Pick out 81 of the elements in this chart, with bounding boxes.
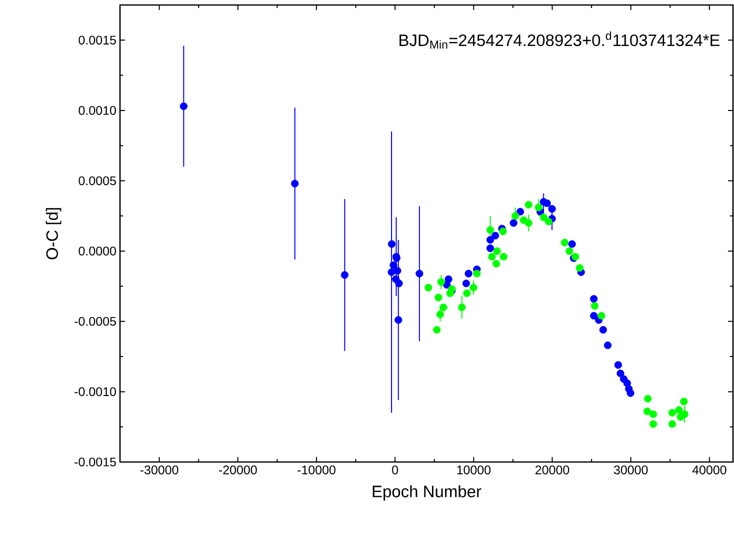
y-tick-label: 0.0005 bbox=[78, 176, 116, 186]
point bbox=[493, 247, 501, 255]
point bbox=[440, 304, 448, 312]
point bbox=[486, 226, 494, 234]
point bbox=[590, 295, 598, 303]
point bbox=[437, 278, 445, 286]
x-tick-label: -20000 bbox=[218, 466, 257, 474]
point bbox=[649, 420, 658, 428]
point bbox=[616, 370, 624, 378]
point bbox=[499, 228, 507, 236]
point bbox=[390, 261, 398, 269]
point bbox=[500, 252, 508, 260]
y-tick-label: 0.0015 bbox=[78, 36, 116, 45]
point bbox=[463, 289, 471, 298]
point bbox=[486, 236, 494, 244]
point bbox=[434, 294, 442, 302]
point bbox=[590, 312, 598, 320]
point bbox=[566, 247, 574, 255]
point bbox=[491, 232, 500, 240]
point bbox=[424, 284, 432, 292]
point bbox=[590, 302, 599, 310]
point bbox=[388, 268, 396, 276]
point bbox=[568, 240, 576, 248]
point bbox=[668, 420, 676, 428]
point bbox=[576, 264, 584, 272]
y-axis-title: O-C [d] bbox=[46, 208, 62, 260]
point bbox=[668, 408, 676, 417]
point bbox=[394, 266, 402, 275]
y-tick-label: -0.0015 bbox=[74, 458, 116, 466]
point bbox=[644, 394, 652, 403]
point bbox=[676, 413, 684, 421]
point bbox=[544, 218, 552, 226]
y-tick-label: -0.0010 bbox=[74, 387, 116, 396]
x-tick-label: 10000 bbox=[457, 466, 491, 474]
annotation: BJD$_{Min}$=2454274.208923+0.$^{d}$1103741324*E bbox=[400, 31, 720, 49]
point bbox=[604, 341, 612, 350]
point bbox=[510, 219, 518, 227]
point bbox=[543, 199, 551, 208]
point bbox=[524, 200, 532, 208]
point bbox=[394, 316, 402, 324]
point bbox=[534, 204, 542, 212]
point bbox=[649, 410, 658, 418]
point bbox=[643, 408, 651, 416]
y-tick-label: 0.0000 bbox=[78, 246, 116, 256]
point bbox=[492, 260, 500, 268]
point bbox=[458, 304, 466, 312]
point bbox=[560, 238, 568, 246]
x-tick-label: 30000 bbox=[614, 466, 648, 474]
point bbox=[548, 205, 556, 213]
point bbox=[675, 406, 683, 414]
x-tick-label: 40000 bbox=[692, 466, 726, 474]
point bbox=[680, 398, 688, 406]
point bbox=[540, 214, 548, 222]
y-tick-label: -0.0005 bbox=[74, 316, 116, 326]
point bbox=[436, 310, 444, 318]
point bbox=[416, 270, 424, 278]
x-tick-label: 20000 bbox=[535, 466, 570, 474]
x-axis-title: Epoch Number bbox=[372, 485, 482, 501]
x-tick-label: 0 bbox=[392, 466, 398, 474]
point bbox=[470, 284, 478, 292]
point bbox=[462, 280, 470, 288]
point bbox=[432, 326, 441, 334]
point bbox=[625, 385, 633, 393]
point bbox=[614, 361, 622, 369]
point bbox=[488, 252, 496, 260]
point bbox=[464, 270, 472, 278]
point bbox=[473, 270, 481, 278]
x-tick-label: -10000 bbox=[298, 466, 336, 474]
point bbox=[180, 102, 188, 110]
point bbox=[340, 271, 348, 279]
point bbox=[599, 326, 607, 334]
point bbox=[486, 244, 494, 252]
point bbox=[395, 280, 403, 288]
point bbox=[524, 219, 532, 227]
point bbox=[291, 180, 299, 188]
point bbox=[388, 240, 396, 248]
point bbox=[512, 212, 520, 220]
point bbox=[598, 312, 606, 320]
x-tick-label: -30000 bbox=[140, 466, 178, 474]
point bbox=[516, 208, 524, 216]
y-tick-label: 0.0010 bbox=[78, 106, 116, 115]
